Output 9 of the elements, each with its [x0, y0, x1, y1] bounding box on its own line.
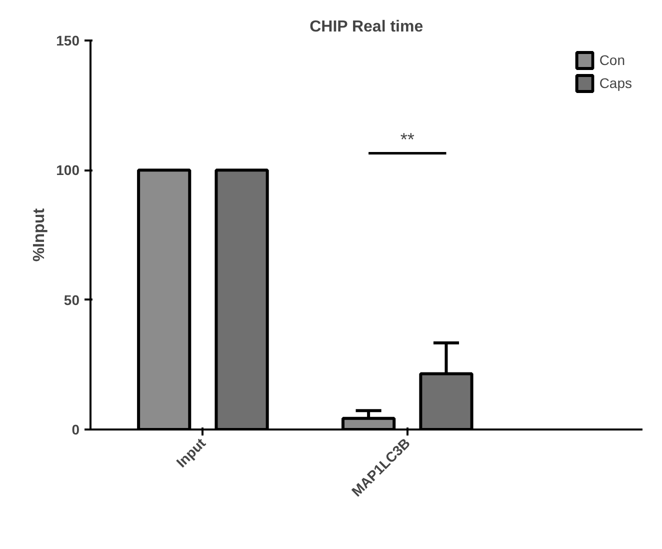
legend-label: Con: [599, 52, 625, 68]
annotation: **: [400, 129, 414, 150]
y-axis-title: %Input: [31, 208, 48, 262]
chart-title: CHIP Real time: [310, 18, 424, 36]
y-tick-label: 100: [56, 162, 80, 178]
y-tick-label: 150: [56, 32, 80, 48]
legend-label: Caps: [599, 75, 632, 91]
y-tick-label: 50: [64, 292, 80, 308]
y-tick-label: 0: [72, 422, 80, 438]
